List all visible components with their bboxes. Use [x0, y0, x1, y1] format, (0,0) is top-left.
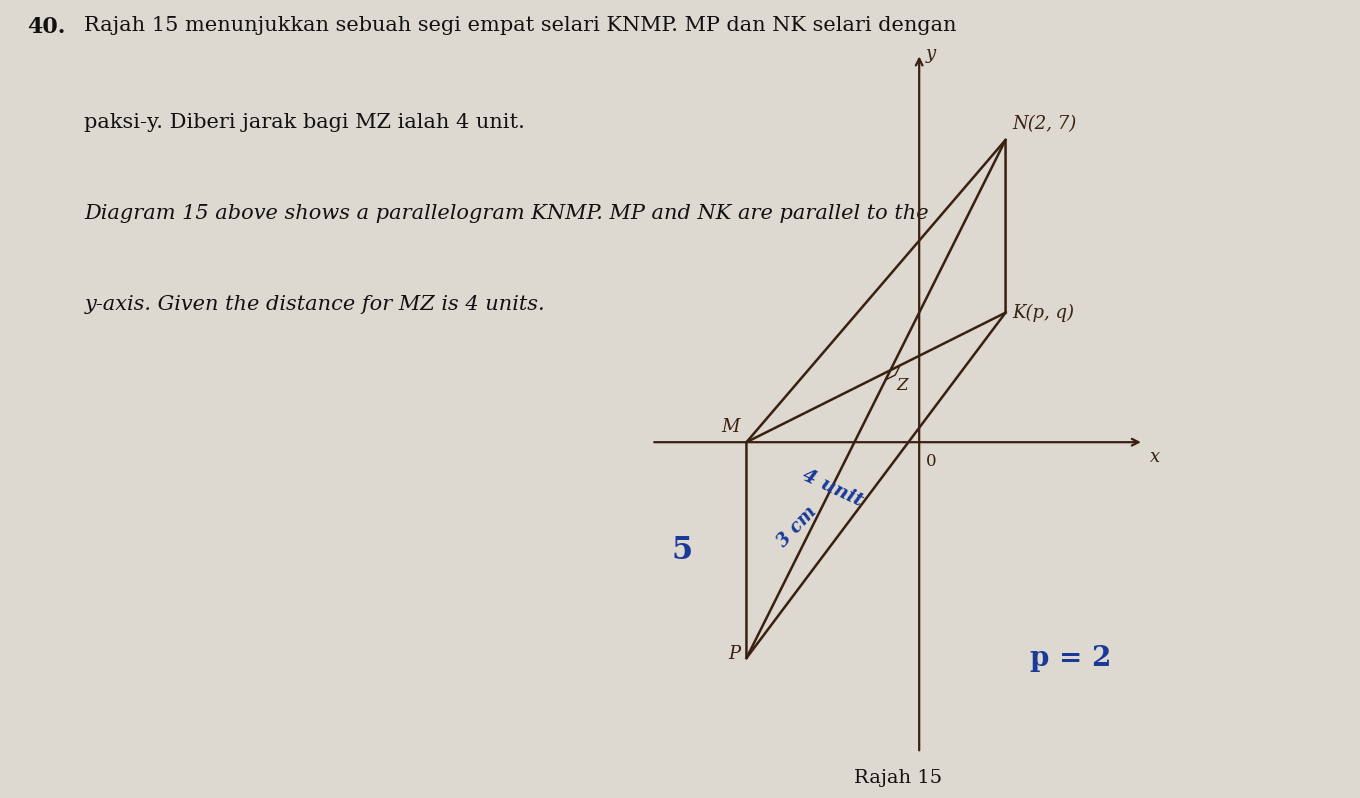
- Text: K(p, q): K(p, q): [1012, 303, 1074, 322]
- Text: paksi-y. Diberi jarak bagi MZ ialah 4 unit.: paksi-y. Diberi jarak bagi MZ ialah 4 un…: [84, 113, 525, 132]
- Text: Rajah 15: Rajah 15: [854, 769, 941, 787]
- Text: p = 2: p = 2: [1030, 645, 1111, 672]
- Text: P: P: [728, 645, 740, 663]
- Text: Diagram 15 above shows a parallelogram KNMP. MP and NK are parallel to the: Diagram 15 above shows a parallelogram K…: [84, 204, 929, 223]
- Text: 4 unit: 4 unit: [800, 466, 866, 510]
- Text: M: M: [722, 417, 740, 436]
- Text: y-axis. Given the distance for MZ is 4 units.: y-axis. Given the distance for MZ is 4 u…: [84, 295, 545, 314]
- Text: 5: 5: [670, 535, 692, 566]
- Text: x: x: [1151, 448, 1160, 466]
- Text: Z: Z: [896, 377, 908, 393]
- Text: y: y: [926, 45, 936, 63]
- Text: 0: 0: [926, 453, 936, 470]
- Text: Rajah 15 menunjukkan sebuah segi empat selari KNMP. MP dan NK selari dengan: Rajah 15 menunjukkan sebuah segi empat s…: [84, 16, 957, 35]
- Text: 40.: 40.: [27, 16, 65, 38]
- Text: 3 cm: 3 cm: [774, 504, 820, 551]
- Text: N(2, 7): N(2, 7): [1012, 116, 1076, 133]
